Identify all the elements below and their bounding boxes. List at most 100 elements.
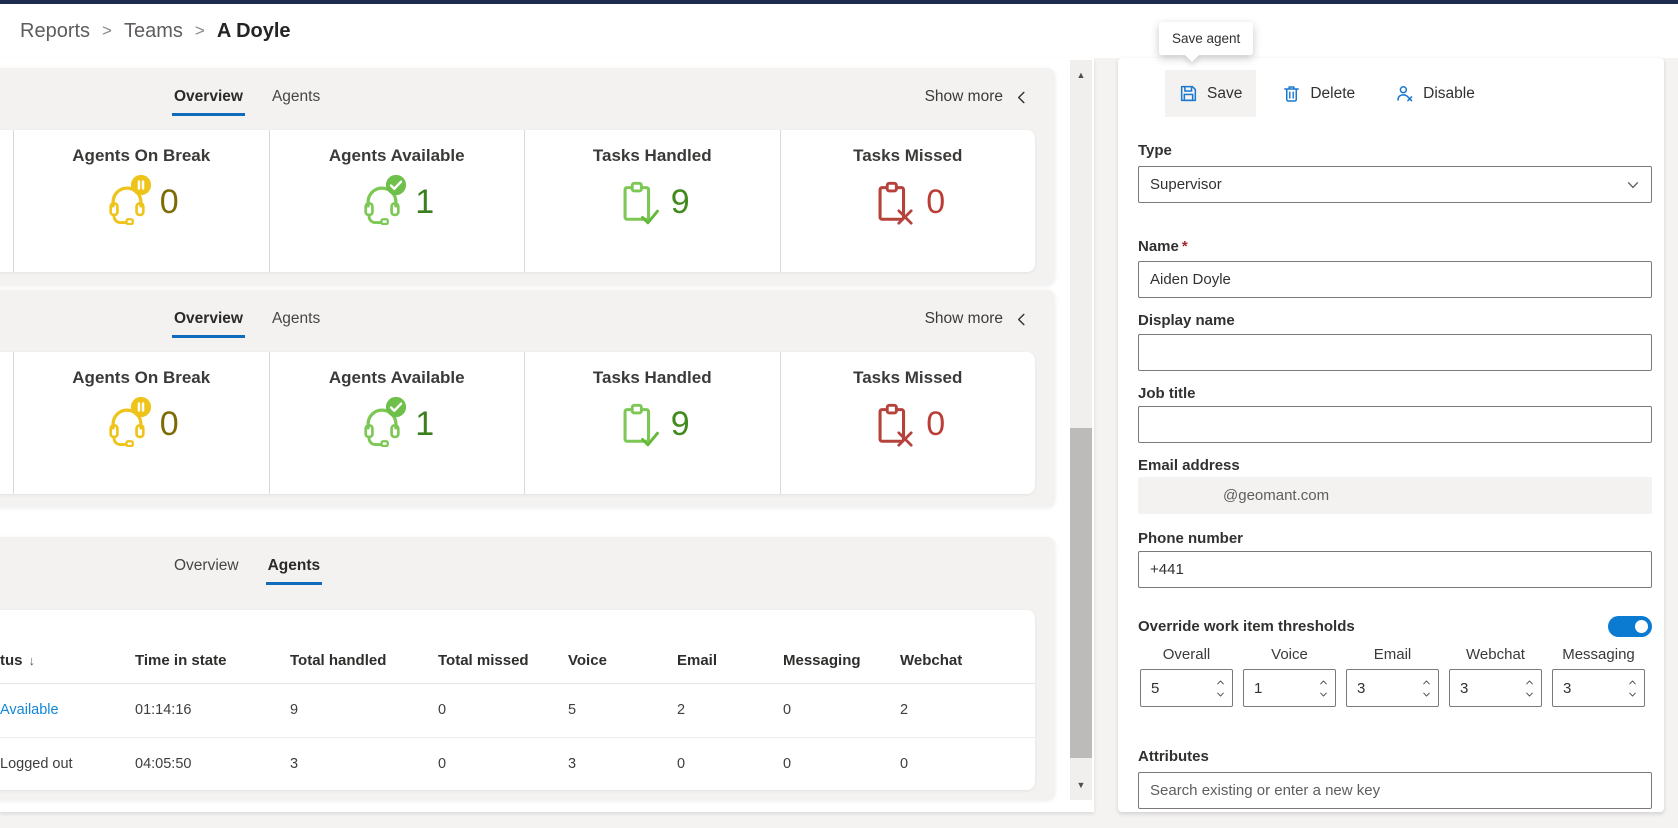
stats-card: Agents On Break 0 Agents Available (0, 130, 1035, 272)
stat-label: Tasks Missed (853, 368, 963, 387)
table-cell: 0 (783, 755, 792, 772)
vertical-scrollbar[interactable]: ▲ ▼ (1070, 60, 1092, 800)
type-label: Type (1138, 142, 1172, 159)
clipboard-cross-icon (870, 179, 916, 225)
show-more-button[interactable]: Show more (925, 88, 1029, 106)
webchat-threshold-stepper (1449, 669, 1542, 707)
agent-toolbar: Save Delete Disable (1138, 70, 1652, 117)
show-more-label: Show more (924, 310, 1003, 327)
tab-overview[interactable]: Overview (172, 306, 245, 338)
stat-value: 9 (670, 404, 690, 443)
chevron-left-icon (1014, 90, 1029, 105)
breadcrumb-separator: > (102, 21, 112, 40)
tab-agents[interactable]: Agents (271, 88, 321, 105)
spinner-up-icon[interactable] (1215, 678, 1226, 687)
stat-label: Agents On Break (72, 146, 211, 165)
stat-label: Agents On Break (72, 368, 211, 387)
job-title-input[interactable] (1138, 406, 1652, 443)
team-overview-panel-2: Overview Agents Show more Agents On Brea… (0, 290, 1055, 507)
threshold-column-label: Overall (1162, 646, 1211, 663)
stat-label: Agents Available (328, 146, 465, 165)
column-header[interactable]: Total handled (290, 652, 387, 669)
scrollbar-thumb[interactable] (1070, 428, 1092, 758)
clipboard-check-icon (615, 179, 661, 225)
agent-status-link[interactable]: Available (0, 702, 59, 718)
save-button[interactable]: Save (1165, 70, 1257, 117)
messaging-threshold-input[interactable] (1553, 670, 1621, 706)
stat-tasks-handled: Tasks Handled 9 (524, 130, 780, 272)
scroll-down-arrow-icon[interactable]: ▼ (1076, 780, 1086, 790)
headset-pause-icon (104, 179, 150, 225)
toggle-knob (1635, 620, 1648, 633)
page-header: Reports > Teams > A Doyle (0, 4, 1678, 58)
type-selected-value: Supervisor (1150, 176, 1222, 193)
stat-value: 1 (415, 182, 435, 221)
attributes-search-input[interactable] (1138, 772, 1652, 809)
spinner-down-icon[interactable] (1524, 690, 1535, 699)
stat-value: 0 (926, 182, 946, 221)
spinner-up-icon[interactable] (1524, 678, 1535, 687)
table-cell: 0 (438, 755, 447, 772)
chevron-left-icon (1014, 312, 1029, 327)
phone-input[interactable] (1138, 551, 1652, 588)
table-cell: 9 (290, 702, 299, 718)
spinner-down-icon[interactable] (1421, 690, 1432, 699)
column-header[interactable]: Webchat (900, 652, 963, 669)
stat-agents-on-break: Agents On Break 0 (13, 130, 269, 272)
table-cell: 3 (290, 755, 299, 772)
tab-agents[interactable]: Agents (265, 553, 323, 585)
messaging-threshold-stepper (1552, 669, 1645, 707)
overall-threshold-stepper (1140, 669, 1233, 707)
clipboard-check-icon (615, 401, 661, 447)
panel1-tabs: Overview Agents (172, 84, 322, 116)
delete-label: Delete (1310, 84, 1356, 102)
disable-button[interactable]: Disable (1381, 70, 1489, 117)
agent-detail-panel: Save Delete Disable Type Supervisor Name… (1118, 58, 1664, 812)
overall-threshold-input[interactable] (1141, 670, 1209, 706)
show-more-button[interactable]: Show more (925, 310, 1029, 328)
column-header[interactable]: Time in state (135, 652, 227, 669)
spinner-up-icon[interactable] (1421, 678, 1432, 687)
stat-label: Tasks Handled (592, 368, 712, 387)
table-cell: 01:14:16 (135, 702, 192, 718)
table-row[interactable]: Available 01:14:16 9 0 5 2 0 2 (0, 683, 1035, 738)
headset-check-icon (359, 179, 405, 225)
display-name-input[interactable] (1138, 334, 1652, 371)
webchat-threshold-input[interactable] (1450, 670, 1518, 706)
thresholds-group: Overall Voice Email Webchat Messaging (1138, 646, 1652, 707)
spinner-down-icon[interactable] (1318, 690, 1329, 699)
tab-overview[interactable]: Overview (174, 557, 239, 574)
tab-agents[interactable]: Agents (271, 310, 321, 327)
spinner-up-icon[interactable] (1627, 678, 1638, 687)
scroll-up-arrow-icon[interactable]: ▲ (1076, 70, 1086, 80)
name-label: Name * (1138, 238, 1188, 255)
delete-button[interactable]: Delete (1268, 70, 1369, 117)
email-threshold-input[interactable] (1347, 670, 1415, 706)
job-title-label: Job title (1138, 385, 1196, 402)
stat-label: Tasks Handled (592, 146, 712, 165)
column-header[interactable]: Email (677, 652, 718, 669)
agents-table-card: tus ↓ Time in state Total handled Total m… (0, 610, 1035, 790)
spinner-down-icon[interactable] (1627, 690, 1638, 699)
column-header[interactable]: Messaging (783, 652, 861, 669)
column-header[interactable]: Voice (568, 652, 607, 669)
column-header[interactable]: Total missed (438, 652, 529, 669)
save-agent-tooltip: Save agent (1159, 22, 1254, 55)
thresholds-toggle[interactable] (1608, 616, 1652, 637)
type-select[interactable]: Supervisor (1138, 166, 1652, 203)
table-cell: 0 (438, 702, 447, 718)
stat-value: 9 (670, 182, 690, 221)
tab-overview[interactable]: Overview (172, 84, 245, 116)
table-row[interactable]: Logged out 04:05:50 3 0 3 0 0 0 (0, 737, 1035, 790)
column-header-status[interactable]: tus ↓ (0, 652, 36, 669)
table-cell: 2 (900, 702, 909, 718)
sort-descending-icon: ↓ (28, 653, 36, 668)
spinner-down-icon[interactable] (1215, 690, 1226, 699)
stat-agents-on-break: Agents On Break 0 (13, 352, 269, 494)
stat-agents-available: Agents Available 1 (268, 130, 525, 272)
breadcrumb-item-reports[interactable]: Reports (20, 19, 91, 42)
name-input[interactable] (1138, 261, 1652, 298)
breadcrumb-item-teams[interactable]: Teams (123, 19, 183, 42)
voice-threshold-input[interactable] (1244, 670, 1312, 706)
spinner-up-icon[interactable] (1318, 678, 1329, 687)
